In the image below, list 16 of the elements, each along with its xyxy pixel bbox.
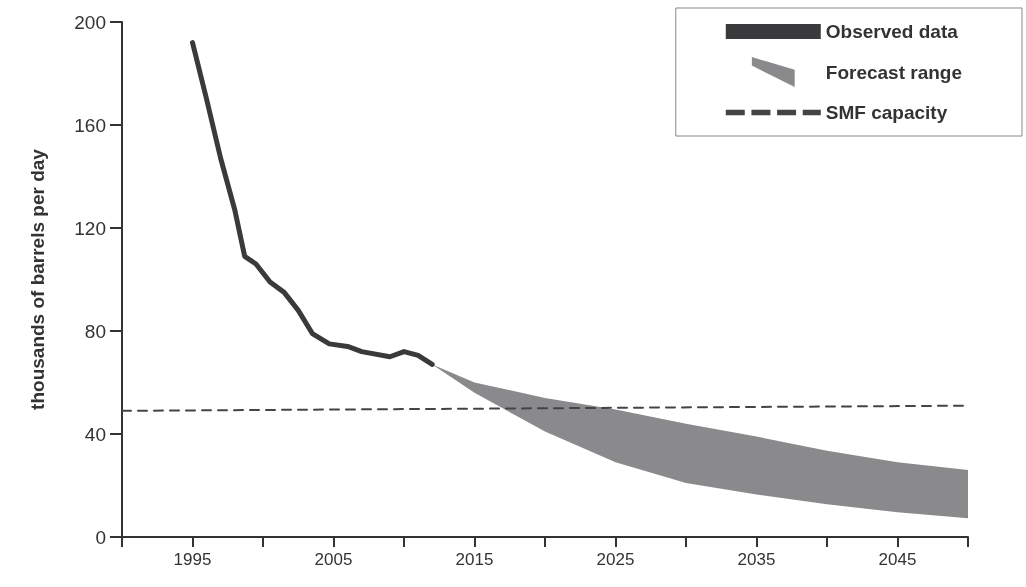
y-tick-label: 200 — [74, 11, 106, 33]
y-tick-label: 40 — [84, 423, 106, 445]
legend-label: Observed data — [825, 21, 959, 42]
x-tick-label: 2015 — [455, 550, 494, 569]
x-tick-label: 2035 — [737, 550, 776, 569]
x-tick-label: 2005 — [314, 550, 353, 569]
y-tick-label: 160 — [74, 114, 106, 136]
y-tick-label: 80 — [84, 320, 106, 342]
y-tick-label: 120 — [74, 217, 106, 239]
y-axis-title: thousands of barrels per day — [27, 148, 48, 410]
y-tick-label: 0 — [95, 526, 106, 548]
legend-label: Forecast range — [825, 61, 963, 83]
x-tick-label: 1995 — [173, 550, 212, 569]
x-tick-label: 2025 — [596, 550, 635, 569]
x-tick-label: 2045 — [878, 550, 917, 569]
legend-label: SMF capacity — [825, 102, 948, 123]
